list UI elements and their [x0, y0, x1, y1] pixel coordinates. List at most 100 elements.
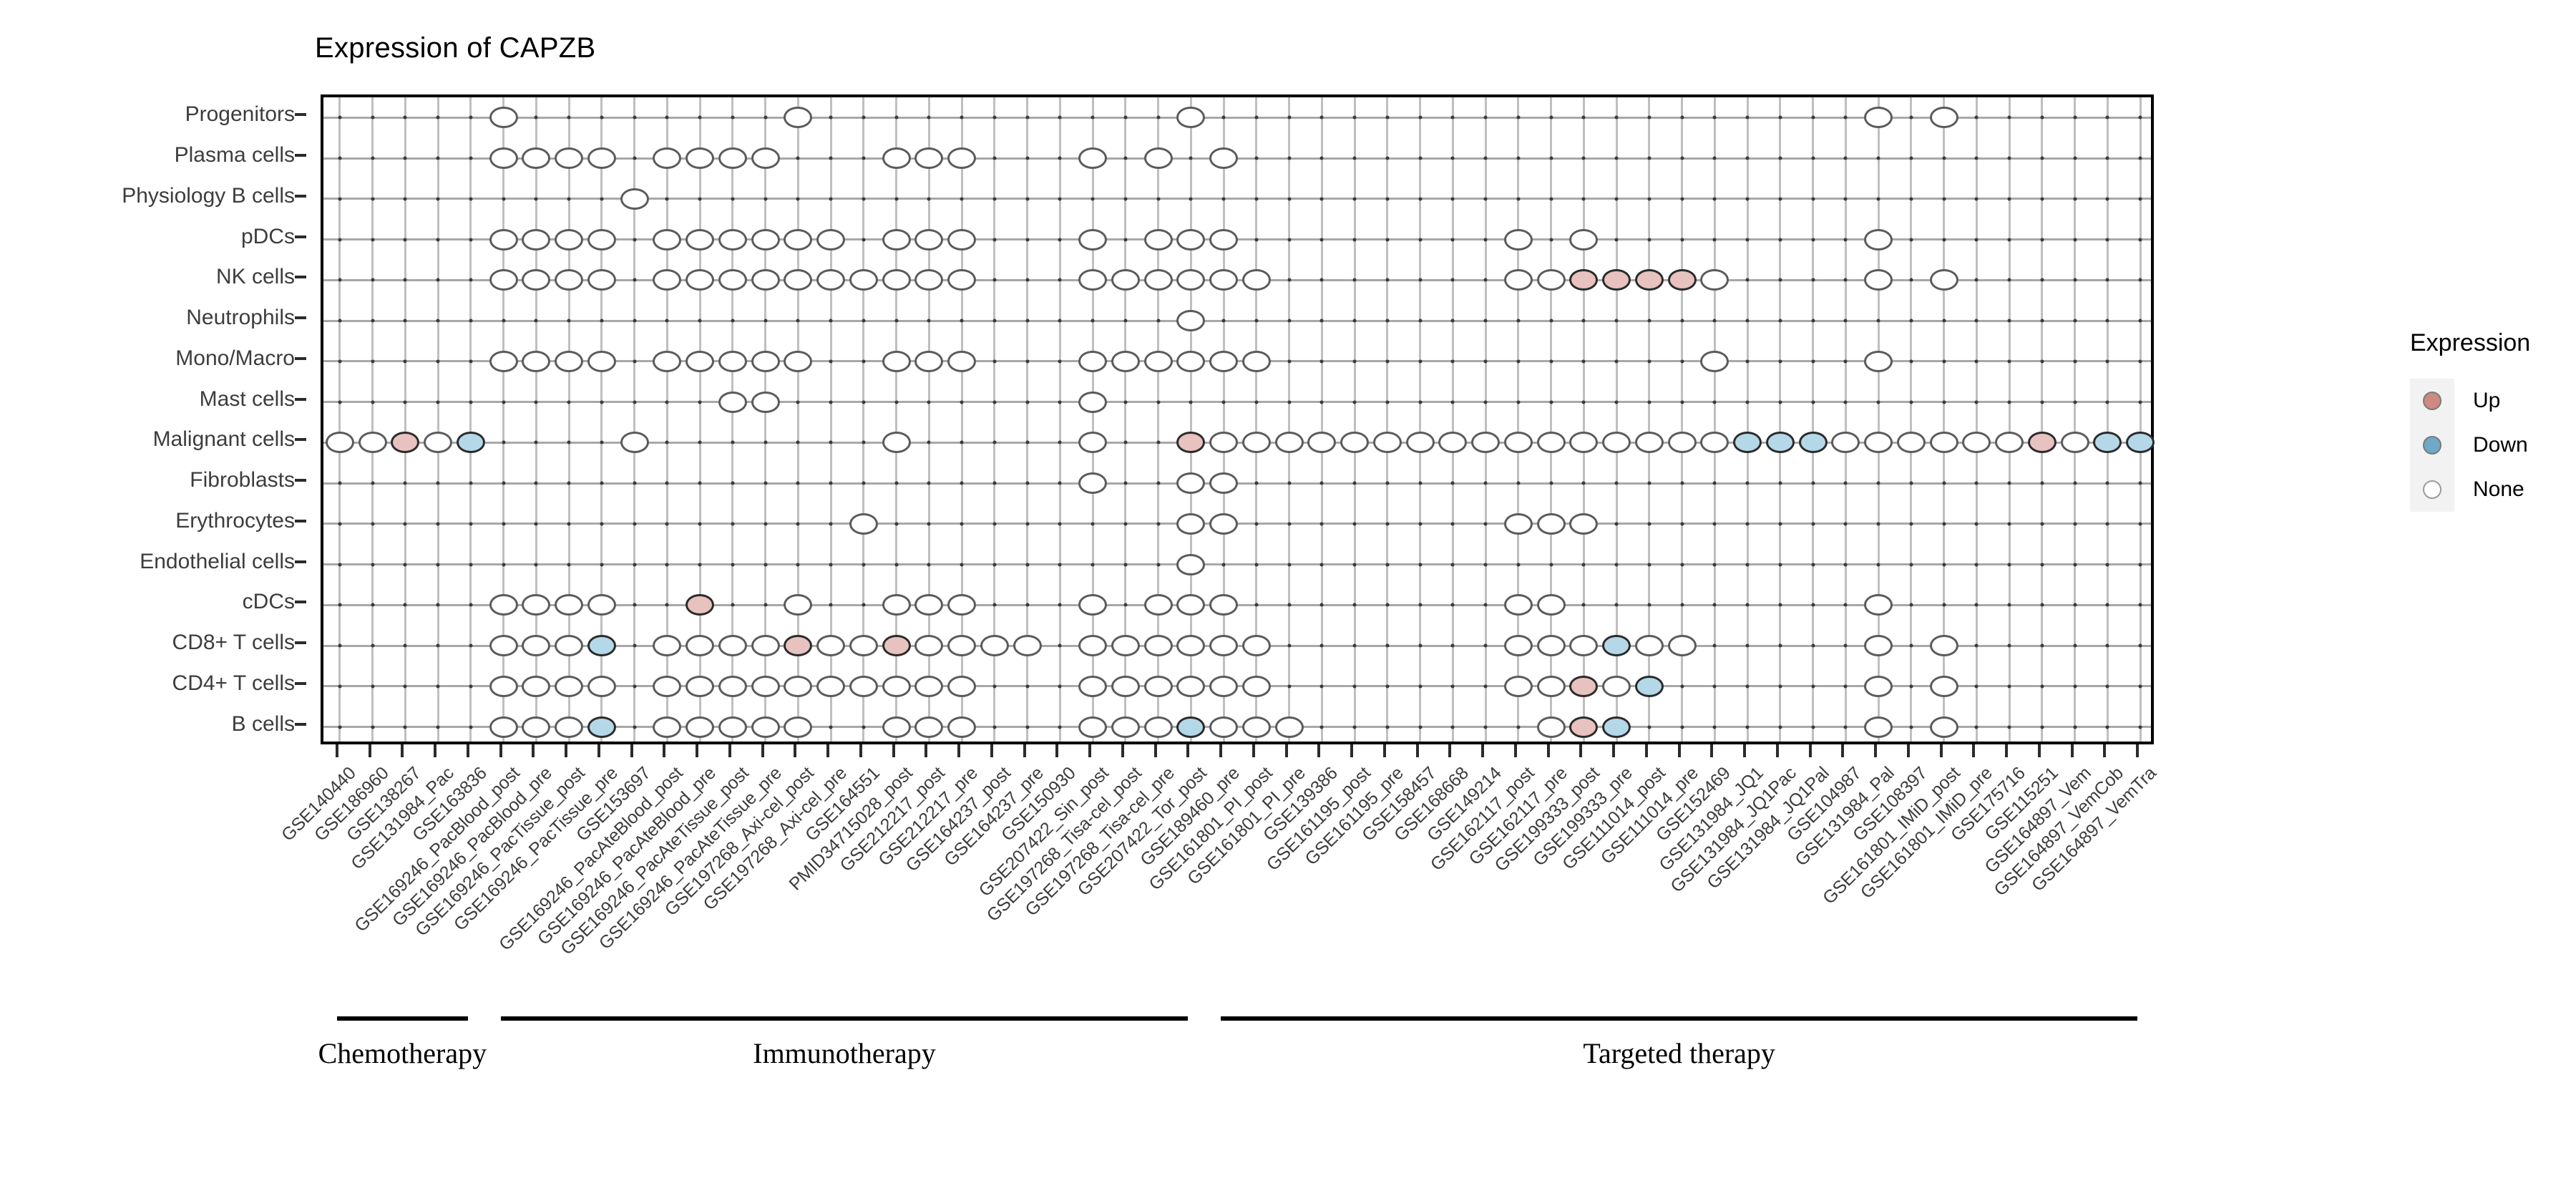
- expression-dot[interactable]: [1078, 594, 1108, 616]
- expression-dot[interactable]: [1602, 675, 1631, 697]
- expression-dot[interactable]: [1438, 432, 1468, 454]
- expression-dot[interactable]: [1176, 269, 1206, 291]
- expression-dot[interactable]: [1111, 350, 1140, 372]
- expression-dot[interactable]: [914, 716, 944, 738]
- expression-dot[interactable]: [882, 635, 911, 657]
- expression-dot[interactable]: [1929, 716, 1958, 738]
- expression-dot[interactable]: [718, 675, 747, 697]
- expression-dot[interactable]: [1078, 472, 1108, 495]
- expression-dot[interactable]: [620, 432, 649, 454]
- expression-dot[interactable]: [751, 269, 780, 291]
- expression-dot[interactable]: [816, 635, 846, 657]
- expression-dot[interactable]: [1700, 269, 1729, 291]
- expression-dot[interactable]: [653, 675, 682, 697]
- expression-dot[interactable]: [882, 269, 911, 291]
- expression-dot[interactable]: [555, 675, 584, 697]
- expression-dot[interactable]: [1307, 432, 1337, 454]
- expression-dot[interactable]: [1864, 716, 1893, 738]
- expression-dot[interactable]: [1929, 107, 1958, 129]
- expression-dot[interactable]: [424, 432, 453, 454]
- expression-dot[interactable]: [784, 228, 813, 251]
- expression-dot[interactable]: [1078, 391, 1108, 413]
- expression-dot[interactable]: [1929, 635, 1958, 657]
- expression-dot[interactable]: [1667, 269, 1697, 291]
- expression-dot[interactable]: [1602, 432, 1631, 454]
- expression-dot[interactable]: [1111, 675, 1140, 697]
- expression-dot[interactable]: [1111, 269, 1140, 291]
- expression-dot[interactable]: [1765, 432, 1795, 454]
- expression-dot[interactable]: [1864, 635, 1893, 657]
- expression-dot[interactable]: [1700, 432, 1729, 454]
- expression-dot[interactable]: [947, 716, 977, 738]
- expression-dot[interactable]: [1503, 594, 1533, 616]
- expression-dot[interactable]: [522, 716, 551, 738]
- expression-dot[interactable]: [784, 594, 813, 616]
- expression-dot[interactable]: [653, 350, 682, 372]
- expression-dot[interactable]: [1078, 269, 1108, 291]
- expression-dot[interactable]: [653, 228, 682, 251]
- expression-dot[interactable]: [522, 228, 551, 251]
- expression-dot[interactable]: [489, 269, 518, 291]
- expression-dot[interactable]: [718, 391, 747, 413]
- expression-dot[interactable]: [489, 594, 518, 616]
- expression-dot[interactable]: [1340, 432, 1370, 454]
- expression-dot[interactable]: [1176, 553, 1206, 575]
- expression-dot[interactable]: [489, 147, 518, 170]
- expression-dot[interactable]: [2093, 432, 2122, 454]
- expression-dot[interactable]: [653, 635, 682, 657]
- expression-dot[interactable]: [980, 635, 1009, 657]
- expression-dot[interactable]: [1569, 432, 1599, 454]
- expression-dot[interactable]: [1372, 432, 1402, 454]
- expression-dot[interactable]: [1536, 675, 1566, 697]
- expression-dot[interactable]: [2027, 432, 2057, 454]
- expression-dot[interactable]: [718, 635, 747, 657]
- expression-dot[interactable]: [947, 594, 977, 616]
- expression-dot[interactable]: [325, 432, 354, 454]
- expression-dot[interactable]: [489, 675, 518, 697]
- expression-dot[interactable]: [1634, 432, 1664, 454]
- expression-dot[interactable]: [555, 269, 584, 291]
- expression-dot[interactable]: [1634, 675, 1664, 697]
- expression-dot[interactable]: [1209, 512, 1239, 535]
- expression-dot[interactable]: [1111, 635, 1140, 657]
- expression-dot[interactable]: [1176, 635, 1206, 657]
- expression-dot[interactable]: [1209, 635, 1239, 657]
- expression-dot[interactable]: [1209, 594, 1239, 616]
- expression-dot[interactable]: [1929, 432, 1958, 454]
- expression-dot[interactable]: [1569, 269, 1599, 291]
- expression-dot[interactable]: [1078, 228, 1108, 251]
- expression-dot[interactable]: [1078, 716, 1108, 738]
- expression-dot[interactable]: [1536, 635, 1566, 657]
- expression-dot[interactable]: [1471, 432, 1501, 454]
- expression-dot[interactable]: [653, 269, 682, 291]
- expression-dot[interactable]: [914, 269, 944, 291]
- expression-dot[interactable]: [751, 675, 780, 697]
- expression-dot[interactable]: [751, 635, 780, 657]
- expression-dot[interactable]: [1536, 512, 1566, 535]
- expression-dot[interactable]: [1929, 269, 1958, 291]
- expression-dot[interactable]: [555, 228, 584, 251]
- expression-dot[interactable]: [914, 675, 944, 697]
- expression-dot[interactable]: [489, 228, 518, 251]
- expression-dot[interactable]: [784, 350, 813, 372]
- expression-dot[interactable]: [1864, 228, 1893, 251]
- expression-dot[interactable]: [620, 188, 649, 210]
- expression-dot[interactable]: [1241, 635, 1271, 657]
- expression-dot[interactable]: [1864, 350, 1893, 372]
- expression-dot[interactable]: [1864, 269, 1893, 291]
- expression-dot[interactable]: [522, 269, 551, 291]
- expression-dot[interactable]: [1176, 432, 1206, 454]
- expression-dot[interactable]: [849, 512, 878, 535]
- expression-dot[interactable]: [489, 635, 518, 657]
- expression-dot[interactable]: [1274, 432, 1304, 454]
- expression-dot[interactable]: [1667, 635, 1697, 657]
- expression-dot[interactable]: [1602, 635, 1631, 657]
- expression-dot[interactable]: [1241, 350, 1271, 372]
- expression-dot[interactable]: [1013, 635, 1042, 657]
- expression-dot[interactable]: [686, 147, 715, 170]
- expression-dot[interactable]: [358, 432, 387, 454]
- expression-dot[interactable]: [1536, 269, 1566, 291]
- expression-dot[interactable]: [882, 432, 911, 454]
- expression-dot[interactable]: [1176, 310, 1206, 332]
- expression-dot[interactable]: [1078, 432, 1108, 454]
